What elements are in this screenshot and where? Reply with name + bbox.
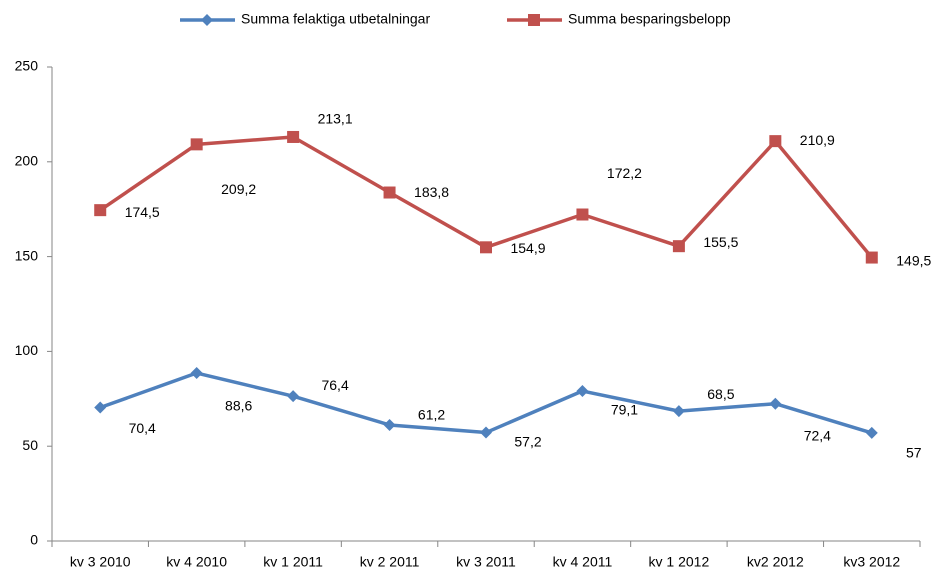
data-point [383, 418, 396, 431]
data-label: 79,1 [611, 402, 638, 418]
x-tick-label: kv 3 2010 [70, 554, 131, 570]
data-point [94, 401, 107, 414]
data-label: 57 [906, 445, 922, 461]
x-tick-label: kv 3 2011 [456, 554, 516, 570]
x-tick-label: kv 1 2011 [263, 554, 323, 570]
data-label: 72,4 [804, 427, 831, 443]
x-tick-label: kv 1 2012 [649, 554, 710, 570]
data-label: 155,5 [703, 234, 738, 250]
data-label: 213,1 [318, 111, 353, 127]
y-tick-label: 250 [15, 58, 39, 74]
y-tick-label: 0 [30, 532, 38, 548]
data-point [287, 390, 300, 403]
legend-label: Summa besparingsbelopp [568, 11, 731, 27]
data-point [287, 130, 300, 143]
y-tick-label: 200 [15, 153, 39, 169]
legend-label: Summa felaktiga utbetalningar [241, 11, 430, 27]
data-label: 174,5 [125, 204, 160, 220]
data-label: 61,2 [418, 407, 445, 423]
y-tick-label: 100 [15, 342, 39, 358]
series-line [99, 135, 874, 259]
data-point [865, 251, 878, 264]
x-tick-label: kv2 2012 [747, 554, 804, 570]
data-point [480, 241, 492, 254]
data-label: 88,6 [225, 398, 252, 414]
data-point [576, 208, 589, 221]
data-point [190, 138, 203, 151]
x-tick-label: kv3 2012 [843, 554, 900, 570]
x-tick-label: kv 4 2011 [553, 554, 613, 570]
y-tick-label: 50 [22, 437, 38, 453]
data-point [865, 426, 878, 439]
x-tick-label: kv 4 2010 [166, 554, 227, 570]
data-label: 183,8 [414, 184, 449, 200]
data-label: 76,4 [321, 377, 348, 393]
data-label: 154,9 [510, 240, 545, 256]
data-point [190, 367, 203, 380]
data-point [769, 397, 782, 410]
legend-marker [528, 14, 540, 26]
data-label: 209,2 [221, 181, 256, 197]
series-line [99, 371, 873, 435]
data-label: 57,2 [514, 433, 541, 449]
data-point [576, 385, 589, 398]
y-tick-label: 150 [15, 247, 39, 263]
data-point [769, 135, 782, 148]
data-point [383, 186, 396, 199]
data-point [480, 426, 492, 439]
data-point [672, 405, 685, 418]
data-label: 149,5 [896, 252, 931, 268]
x-tick-label: kv 2 2011 [360, 554, 420, 570]
data-label: 68,5 [707, 386, 734, 402]
data-label: 210,9 [800, 132, 835, 148]
data-label: 172,2 [607, 165, 642, 181]
legend-marker [201, 14, 213, 26]
data-point [94, 204, 107, 217]
data-label: 70,4 [129, 420, 156, 436]
data-point [672, 240, 685, 253]
